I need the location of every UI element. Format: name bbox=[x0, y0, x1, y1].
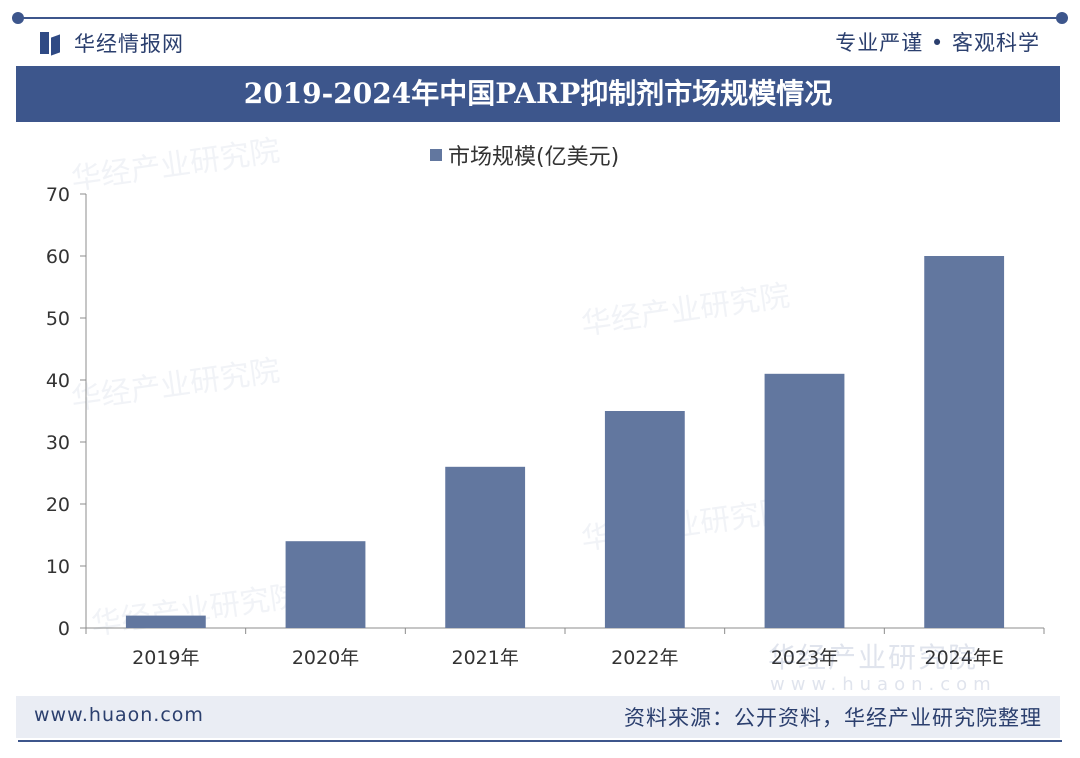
y-tick-label: 20 bbox=[46, 494, 70, 516]
x-tick-label: 2023年 bbox=[771, 647, 838, 669]
bar bbox=[445, 466, 526, 628]
x-tick-label: 2024年E bbox=[924, 647, 1003, 669]
bar bbox=[604, 411, 685, 628]
bar bbox=[285, 541, 366, 628]
y-tick-label: 60 bbox=[46, 246, 70, 268]
brand: 华经情报网 bbox=[40, 28, 184, 58]
y-tick-label: 70 bbox=[46, 184, 70, 206]
x-tick-label: 2020年 bbox=[292, 647, 359, 669]
top-rule-dot-right bbox=[1056, 12, 1068, 24]
footer-url: www.huaon.com bbox=[34, 704, 204, 726]
y-tick-label: 10 bbox=[46, 556, 70, 578]
legend-swatch bbox=[430, 149, 442, 161]
legend-label: 市场规模(亿美元) bbox=[448, 145, 620, 170]
x-tick-label: 2019年 bbox=[132, 647, 199, 669]
brand-logo-icon bbox=[40, 32, 64, 56]
bar bbox=[125, 615, 206, 628]
top-rule-dot-left bbox=[12, 12, 24, 24]
watermark-bottom: 华经产业研究院 bbox=[768, 641, 979, 674]
chart-title: 2019-2024年中国PARP抑制剂市场规模情况 bbox=[16, 66, 1060, 122]
slogan: 专业严谨 • 客观科学 bbox=[835, 31, 1040, 55]
legend: 市场规模(亿美元) bbox=[430, 140, 619, 170]
bar bbox=[924, 256, 1005, 628]
footer-source: 资料来源：公开资料，华经产业研究院整理 bbox=[624, 706, 1042, 730]
bottom-rule bbox=[18, 740, 1062, 742]
y-tick-label: 40 bbox=[46, 370, 70, 392]
brand-name: 华经情报网 bbox=[74, 32, 184, 56]
x-tick-label: 2022年 bbox=[611, 647, 678, 669]
bar bbox=[764, 373, 845, 628]
y-tick-label: 0 bbox=[58, 618, 70, 640]
footer-bar bbox=[16, 696, 1060, 738]
y-tick-label: 50 bbox=[46, 308, 70, 330]
x-tick-label: 2021年 bbox=[451, 647, 518, 669]
watermark-url: www.huaon.com bbox=[770, 674, 997, 695]
top-rule bbox=[12, 12, 1068, 24]
y-tick-label: 30 bbox=[46, 432, 70, 454]
